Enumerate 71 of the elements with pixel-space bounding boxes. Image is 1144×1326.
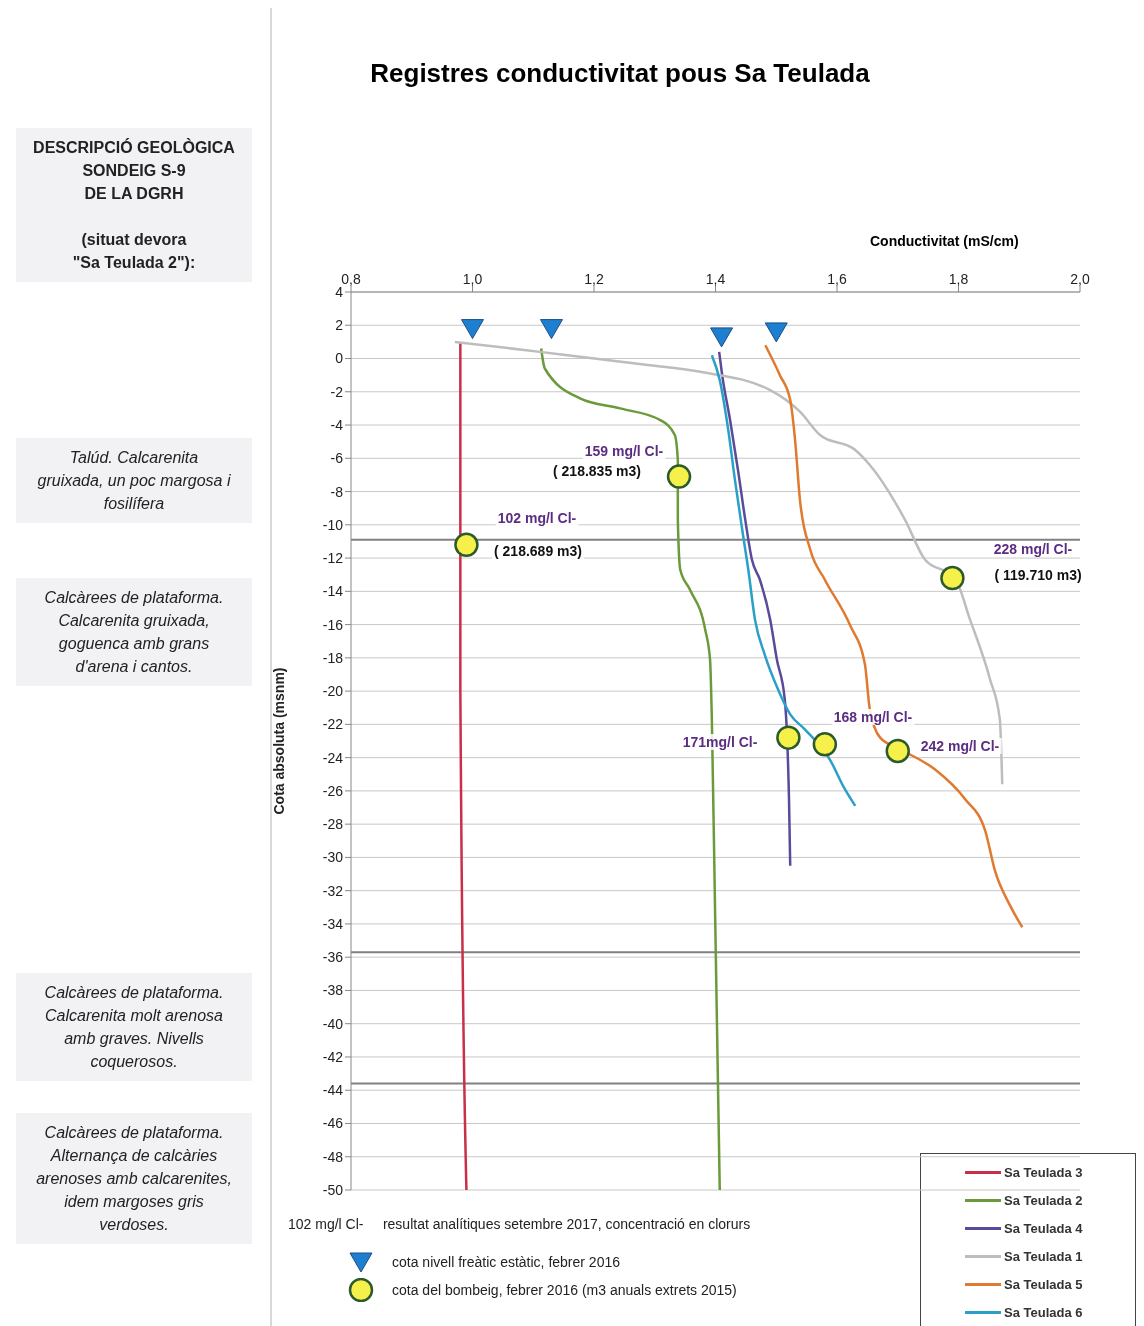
- y-axis-title: Cota absoluta (msnm): [270, 667, 287, 815]
- point: [710, 327, 734, 348]
- y-tick-label: -34: [322, 915, 344, 932]
- legend-label: Sa Teulada 4: [1004, 1220, 1083, 1236]
- y-tick-label: -22: [322, 716, 344, 733]
- y-tick-label: -14: [322, 583, 344, 600]
- point: [454, 532, 479, 558]
- legend-label: cota del bombeig, febrer 2016 (m3 anuals extrets 2015): [392, 1282, 737, 1298]
- point: [666, 464, 692, 489]
- legend-label: Sa Teulada 3: [1004, 1164, 1083, 1180]
- legend-label: Sa Teulada 5: [1004, 1276, 1083, 1292]
- annotation: 159 mg/l Cl-: [582, 443, 666, 459]
- y-tick-label: -44: [322, 1082, 344, 1099]
- annotation: ( 218.689 m3): [492, 543, 584, 559]
- y-tick-label: -30: [322, 849, 344, 866]
- y-tick-label: -26: [322, 782, 344, 799]
- legend-label: Sa Teulada 6: [1004, 1304, 1083, 1320]
- y-tick-label: -8: [330, 483, 344, 500]
- y-tick-label: -40: [322, 1015, 344, 1032]
- y-tick-label: 4: [335, 283, 344, 300]
- y-tick-label: -4: [330, 417, 344, 434]
- point: [940, 565, 965, 591]
- x-tick-label: 0,8: [341, 271, 361, 287]
- y-tick-label: -24: [322, 749, 344, 766]
- x-axis-title: Conductivitat (mS/cm): [870, 233, 1019, 249]
- x-tick-label: 1,4: [705, 271, 726, 287]
- point: [776, 725, 801, 750]
- y-tick-label: -38: [322, 982, 344, 999]
- text: Calcàrees de plataforma. Calcarenita gruixada, goguenca amb grans d'arena i cantos.: [16, 578, 252, 686]
- annotation: ( 119.710 m3): [992, 567, 1084, 583]
- text: Calcàrees de plataforma. Alternança de calcàries arenoses amb calcarenites, idem margoses gris verdoses.: [16, 1113, 252, 1244]
- text: DESCRIPCIÓ GEOLÒGICA SONDEIG S-9 DE LA DGRH (situat devora "Sa Teulada 2"):: [33, 139, 235, 271]
- y-tick-label: -28: [322, 816, 344, 833]
- y-tick-label: -12: [322, 550, 344, 567]
- x-tick-label: 2,0: [1070, 271, 1090, 287]
- y-tick-label: 2: [335, 317, 344, 334]
- y-tick-label: -32: [322, 882, 344, 899]
- annotation: 242 mg/l Cl-: [918, 738, 1002, 754]
- y-tick-label: -42: [322, 1048, 344, 1065]
- x-tick-label: 1,0: [462, 271, 483, 287]
- y-tick-label: -18: [322, 649, 344, 666]
- point: [461, 319, 484, 340]
- point: [885, 738, 910, 764]
- y-tick-label: -16: [322, 616, 344, 633]
- y-tick-label: -48: [322, 1148, 344, 1165]
- text: 102 mg/l Cl- resultat analítiques setembre 2017, concentració en clorurs: [288, 1216, 751, 1232]
- annotation: 228 mg/l Cl-: [991, 541, 1075, 557]
- y-tick-label: -10: [322, 516, 344, 533]
- y-tick-label: -50: [322, 1181, 344, 1198]
- x-tick-label: 1,6: [827, 271, 847, 287]
- x-tick-label: 1,2: [584, 271, 604, 287]
- annotation: 171mg/l Cl-: [680, 734, 760, 750]
- y-tick-label: -2: [330, 383, 344, 400]
- text: Talúd. Calcarenita gruixada, un poc margosa i fosilífera: [16, 438, 252, 523]
- y-tick-label: -20: [322, 683, 344, 700]
- y-tick-label: -46: [322, 1115, 344, 1132]
- annotation: ( 218.835 m3): [551, 463, 643, 479]
- legend-label: cota nivell freàtic estàtic, febrer 2016: [392, 1254, 621, 1270]
- point: [812, 732, 838, 757]
- annotation: 102 mg/l Cl-: [495, 510, 579, 526]
- text: Calcàrees de plataforma. Calcarenita molt arenosa amb graves. Nivells coquerosos.: [16, 973, 252, 1081]
- chart-title: Registres conductivitat pous Sa Teulada: [369, 58, 871, 89]
- x-tick-label: 1,8: [948, 271, 969, 287]
- annotation: 168 mg/l Cl-: [831, 709, 915, 725]
- point: [764, 322, 788, 343]
- y-tick-label: -36: [322, 949, 344, 966]
- legend-label: Sa Teulada 1: [1004, 1248, 1083, 1264]
- y-tick-label: 0: [335, 350, 344, 367]
- y-tick-label: -6: [330, 450, 344, 467]
- point: [539, 319, 563, 340]
- legend-label: Sa Teulada 2: [1004, 1192, 1083, 1208]
